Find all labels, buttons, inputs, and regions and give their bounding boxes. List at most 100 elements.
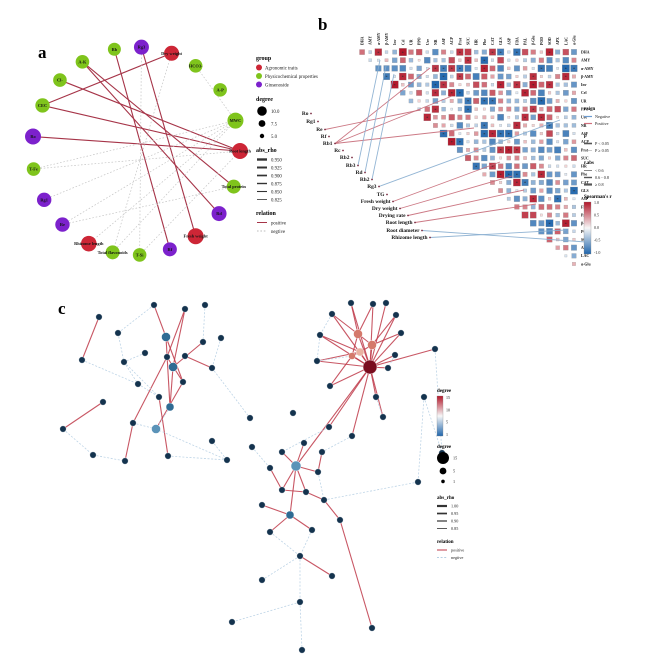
heatmap-cell [571,139,577,144]
heatmap-cell [359,49,365,55]
heatmap-cell [399,72,407,81]
heatmap-cell [538,89,545,97]
trait-label: Rhizome length [391,235,427,241]
significance-asterisk: * [459,75,462,80]
heatmap-cell [530,180,536,185]
heatmap-cell [416,82,422,87]
heatmap-cell [555,155,561,161]
significance-asterisk: * [442,75,445,80]
significance-asterisk: * [499,50,502,55]
heatmap-cell [499,124,502,127]
network-edge-positive [350,302,359,335]
heatmap-cell [564,196,568,201]
significance-asterisk: * [548,124,551,129]
heatmap-cell [488,129,497,138]
network-edge-positive [329,366,371,387]
matrix-row-label: NR [581,124,587,128]
heatmap-cell [465,114,471,120]
heatmap-cell [546,57,553,64]
network-edge-pos [82,61,220,214]
mantel-line-pos [334,127,475,144]
node-rb [107,42,121,56]
legend-absrho-label: 0.950 [271,158,282,163]
trait-anchor-dot [429,236,431,239]
heatmap-cell [464,105,472,113]
trait-label: Rf [321,134,327,140]
heatmap-cell [572,213,576,217]
node-label: Rb [112,47,118,52]
heatmap-cell [458,83,462,87]
trait-anchor-dot [364,171,366,174]
heatmap-cell [530,204,536,210]
significance-asterisk: * [508,148,511,153]
network-node [326,382,334,390]
network-node [348,432,356,440]
trait-label: Root length [386,220,413,226]
heatmap-cell [548,156,551,160]
significance-asterisk: * [434,83,437,88]
heatmap-cell [472,162,480,170]
legend-p-label: P ≥ 0.05 [595,148,609,153]
node-label: HCO3- [189,63,203,68]
matrix-row-label: ASF [581,132,589,136]
significance-asterisk: * [573,67,576,72]
network-edge-neg [62,186,234,225]
significance-asterisk: * [516,50,519,55]
spearman-tick: -1.0 [594,250,600,255]
heatmap-cell [423,113,431,121]
network-node [367,340,377,350]
network-node [318,448,326,456]
trait-label: Rd [356,170,363,176]
network-node [308,526,316,534]
heatmap-cell [482,139,487,144]
matrix-row-label: LAC [581,254,589,258]
network-node [59,425,67,433]
node-label: Root length [229,149,251,154]
significance-asterisk: * [483,132,486,137]
heatmap-cell [489,146,496,153]
network-node [368,624,376,632]
node-rg1 [36,192,52,208]
heatmap-cell [408,49,414,55]
node-rhizome-length [80,235,97,252]
heatmap-cell [530,114,536,121]
network-edge-positive [132,356,168,424]
significance-asterisk: * [540,99,543,104]
trait-label: Rh2 [360,177,370,183]
network-node [89,451,97,459]
heatmap-cell [506,73,512,80]
significance-asterisk: * [508,132,511,137]
network-node [99,398,107,406]
heatmap-cell [514,98,520,104]
heatmap-cell [498,188,503,193]
network-node [382,299,390,307]
heatmap-cell [456,122,464,129]
heatmap-cell [474,107,478,111]
trait-label: Fresh weight [361,199,391,205]
network-edge-negative [117,304,155,334]
significance-asterisk: * [491,164,494,169]
network-edge-positive [371,332,402,346]
node-label: Re [60,222,65,227]
trait-label: Rg3 [367,184,377,190]
heatmap-cell [507,115,511,119]
heatmap-cell [513,65,520,72]
heatmap-cell [522,163,528,170]
heatmap-cell [425,50,429,54]
heatmap-cell [562,64,570,73]
heatmap-cell [571,90,576,95]
heatmap-cell [456,73,464,80]
network-edge-negative [167,455,228,461]
heatmap-cell [506,90,512,96]
significance-asterisk: * [377,50,380,55]
heatmap-cell [514,115,519,120]
network-edge-pos [82,61,235,187]
trait-anchor-dot [407,214,409,217]
heatmap-cell [464,48,472,56]
matrix-row-label: SUC [581,156,589,160]
heatmap-cell [562,72,570,81]
heatmap-cell [507,66,511,70]
heatmap-cell [564,254,568,258]
matrix-row-label: PPO [581,108,589,112]
matrix-col-label: PAL [524,37,528,45]
